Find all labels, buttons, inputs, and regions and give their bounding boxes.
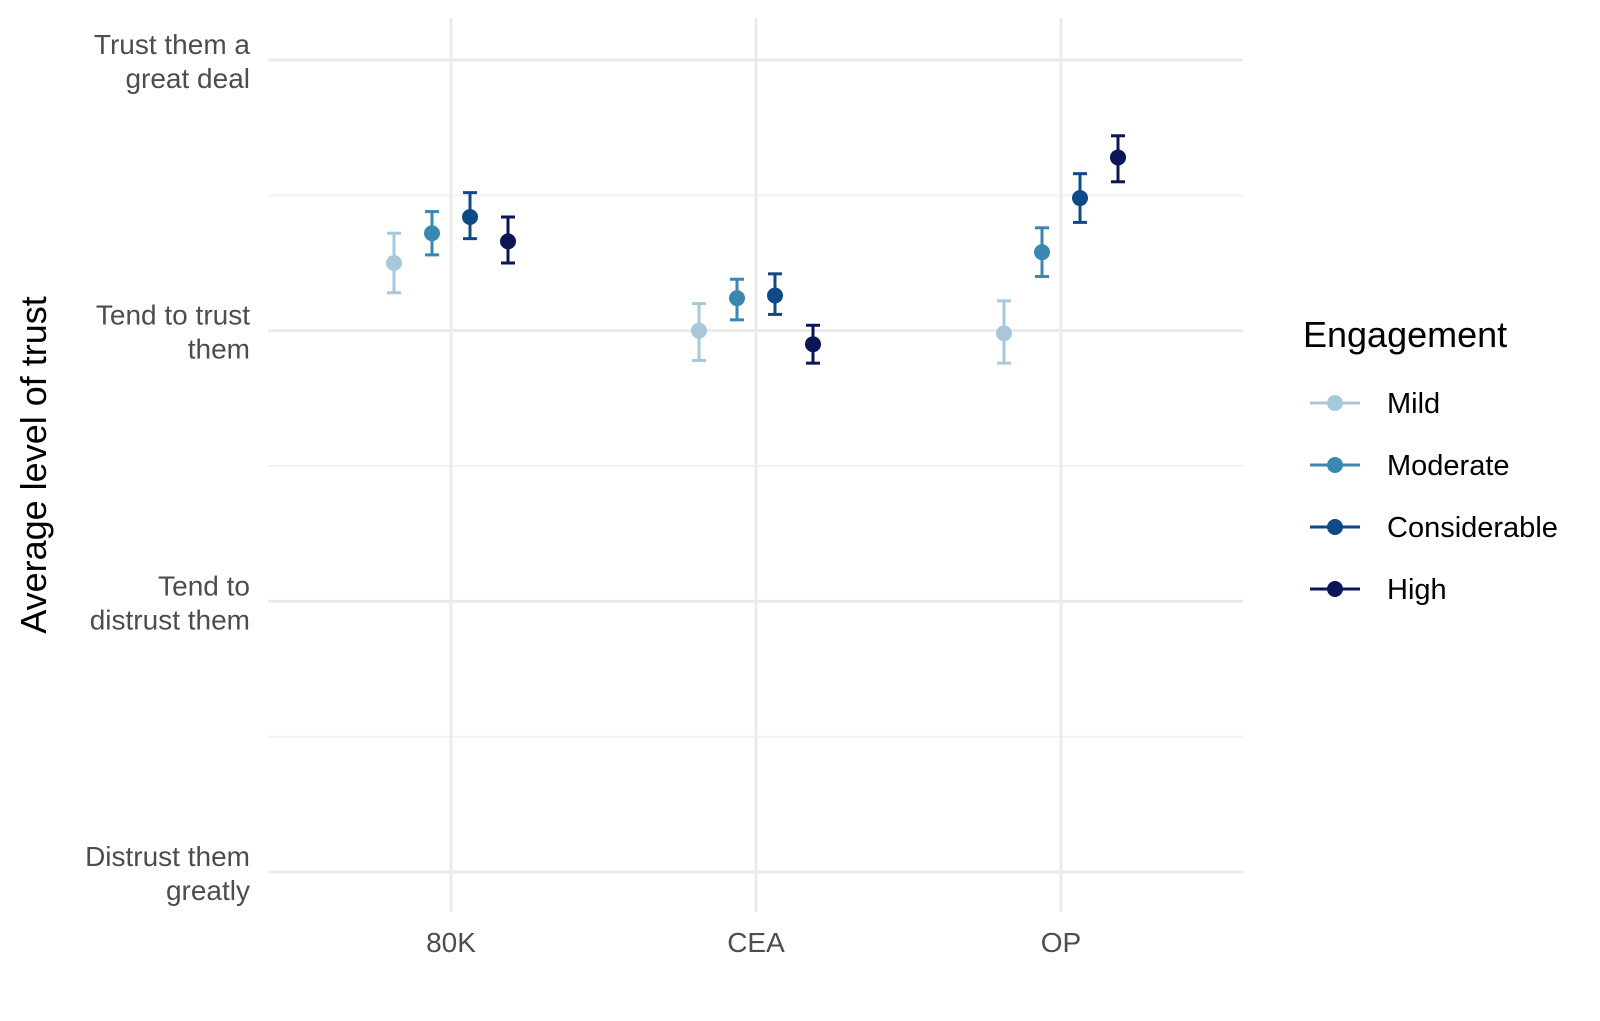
legend-key-point <box>1327 395 1343 411</box>
error-point-high-80k <box>500 215 516 265</box>
legend-label: Mild <box>1387 388 1440 420</box>
error-point-moderate-80k <box>424 210 440 257</box>
data-point <box>1034 244 1050 261</box>
error-point-high-op <box>1110 134 1126 184</box>
legend-label: Considerable <box>1387 512 1558 544</box>
y-axis-tick-labels: Distrust them greatly Tend to distrust them… <box>85 29 250 906</box>
data-point <box>691 322 707 339</box>
data-point <box>1072 190 1088 207</box>
legend-label: Moderate <box>1387 450 1510 482</box>
error-point-moderate-op <box>1034 226 1050 279</box>
x-tick-label: CEA <box>727 927 785 958</box>
y-axis-title: Average level of trust <box>13 296 54 634</box>
error-point-mild-80k <box>386 231 402 295</box>
legend-label: High <box>1387 574 1447 606</box>
legend-key-point <box>1327 457 1343 473</box>
data-point <box>386 255 402 271</box>
legend-key-point <box>1327 581 1343 597</box>
data-point <box>729 290 745 307</box>
legend-key-point <box>1327 519 1343 535</box>
major-gridlines <box>268 18 1243 912</box>
legend-item-considerable: Considerable <box>1310 512 1558 544</box>
y-tick-label: Tend to distrust them <box>90 570 250 635</box>
data-point <box>1110 149 1126 166</box>
legend-item-mild: Mild <box>1310 388 1440 420</box>
error-point-high-cea <box>805 323 821 365</box>
legend-title: Engagement <box>1303 314 1507 355</box>
legend-item-moderate: Moderate <box>1310 450 1510 482</box>
data-point <box>996 325 1012 342</box>
data-point <box>500 233 516 250</box>
x-tick-label: 80K <box>426 927 476 958</box>
y-tick-label: Distrust them greatly <box>85 841 250 906</box>
error-point-mild-cea <box>691 302 707 362</box>
error-point-mild-op <box>996 299 1012 365</box>
data-point <box>767 287 783 304</box>
error-point-moderate-cea <box>729 277 745 322</box>
data-point <box>462 208 478 225</box>
legend-item-high: High <box>1310 574 1447 606</box>
legend: Engagement Mild Moderate Considerable High <box>1303 314 1558 606</box>
error-point-considerable-op <box>1072 172 1088 224</box>
x-tick-label: OP <box>1041 927 1081 958</box>
error-point-considerable-cea <box>767 272 783 316</box>
y-tick-label: Tend to trust them <box>96 300 250 365</box>
y-tick-label: Trust them a great deal <box>94 29 251 94</box>
data-points <box>386 134 1126 365</box>
error-point-considerable-80k <box>462 191 478 241</box>
data-point <box>424 225 440 242</box>
x-axis-tick-labels: 80K CEA OP <box>426 927 1081 958</box>
data-point <box>805 336 821 353</box>
